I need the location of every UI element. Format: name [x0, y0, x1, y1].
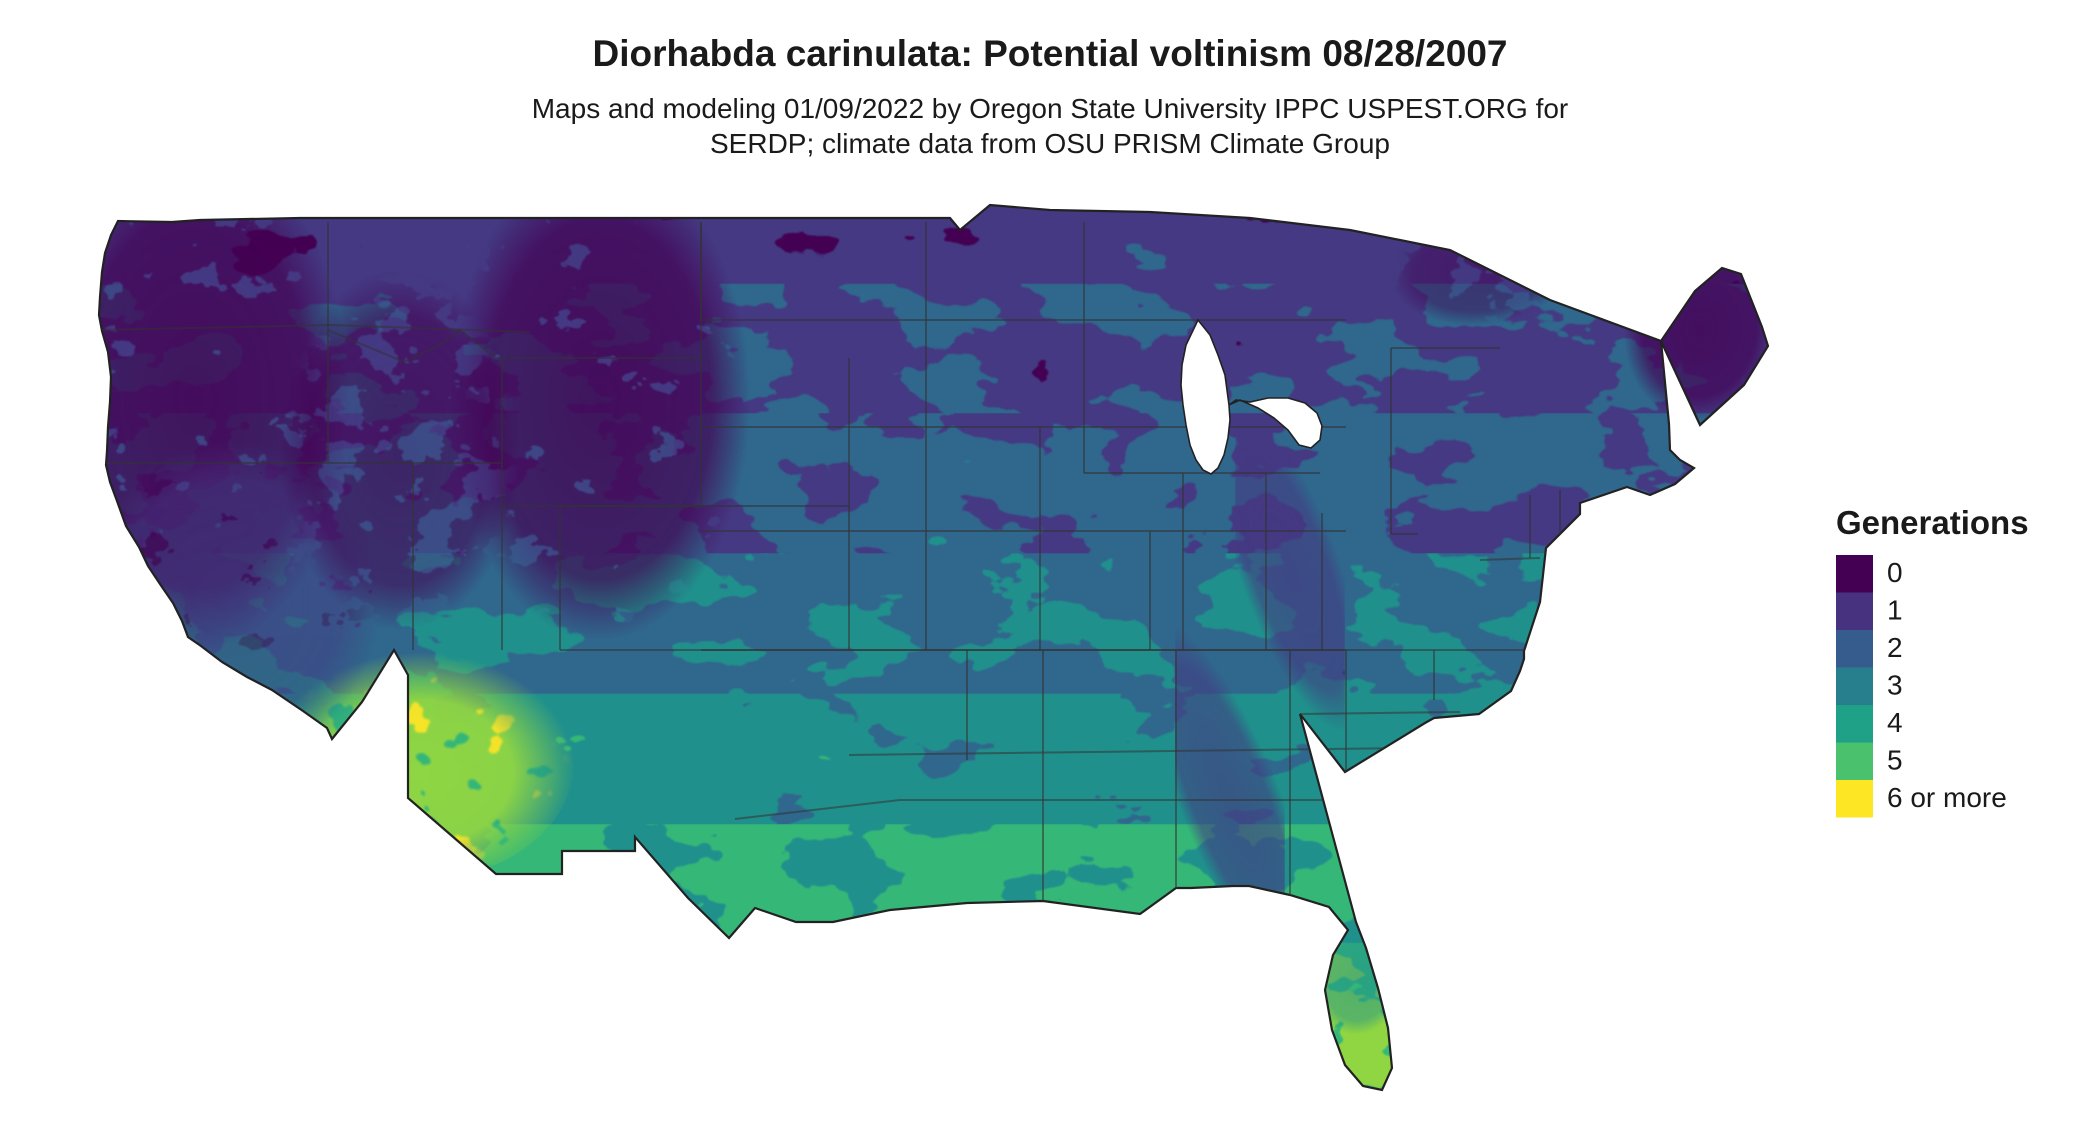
svg-text:Generations: Generations: [1836, 504, 2029, 541]
svg-text:5: 5: [1887, 745, 1903, 776]
svg-text:6 or more: 6 or more: [1887, 782, 2007, 813]
svg-text:Diorhabda carinulata: Potentia: Diorhabda carinulata: Potential voltinis…: [592, 33, 1507, 74]
svg-text:1: 1: [1887, 595, 1903, 626]
svg-text:Maps and modeling 01/09/2022 b: Maps and modeling 01/09/2022 by Oregon S…: [532, 93, 1569, 124]
svg-text:2: 2: [1887, 632, 1903, 663]
svg-text:SERDP; climate data from OSU P: SERDP; climate data from OSU PRISM Clima…: [710, 128, 1390, 159]
svg-text:4: 4: [1887, 707, 1903, 738]
svg-text:0: 0: [1887, 557, 1903, 588]
svg-text:3: 3: [1887, 670, 1903, 701]
